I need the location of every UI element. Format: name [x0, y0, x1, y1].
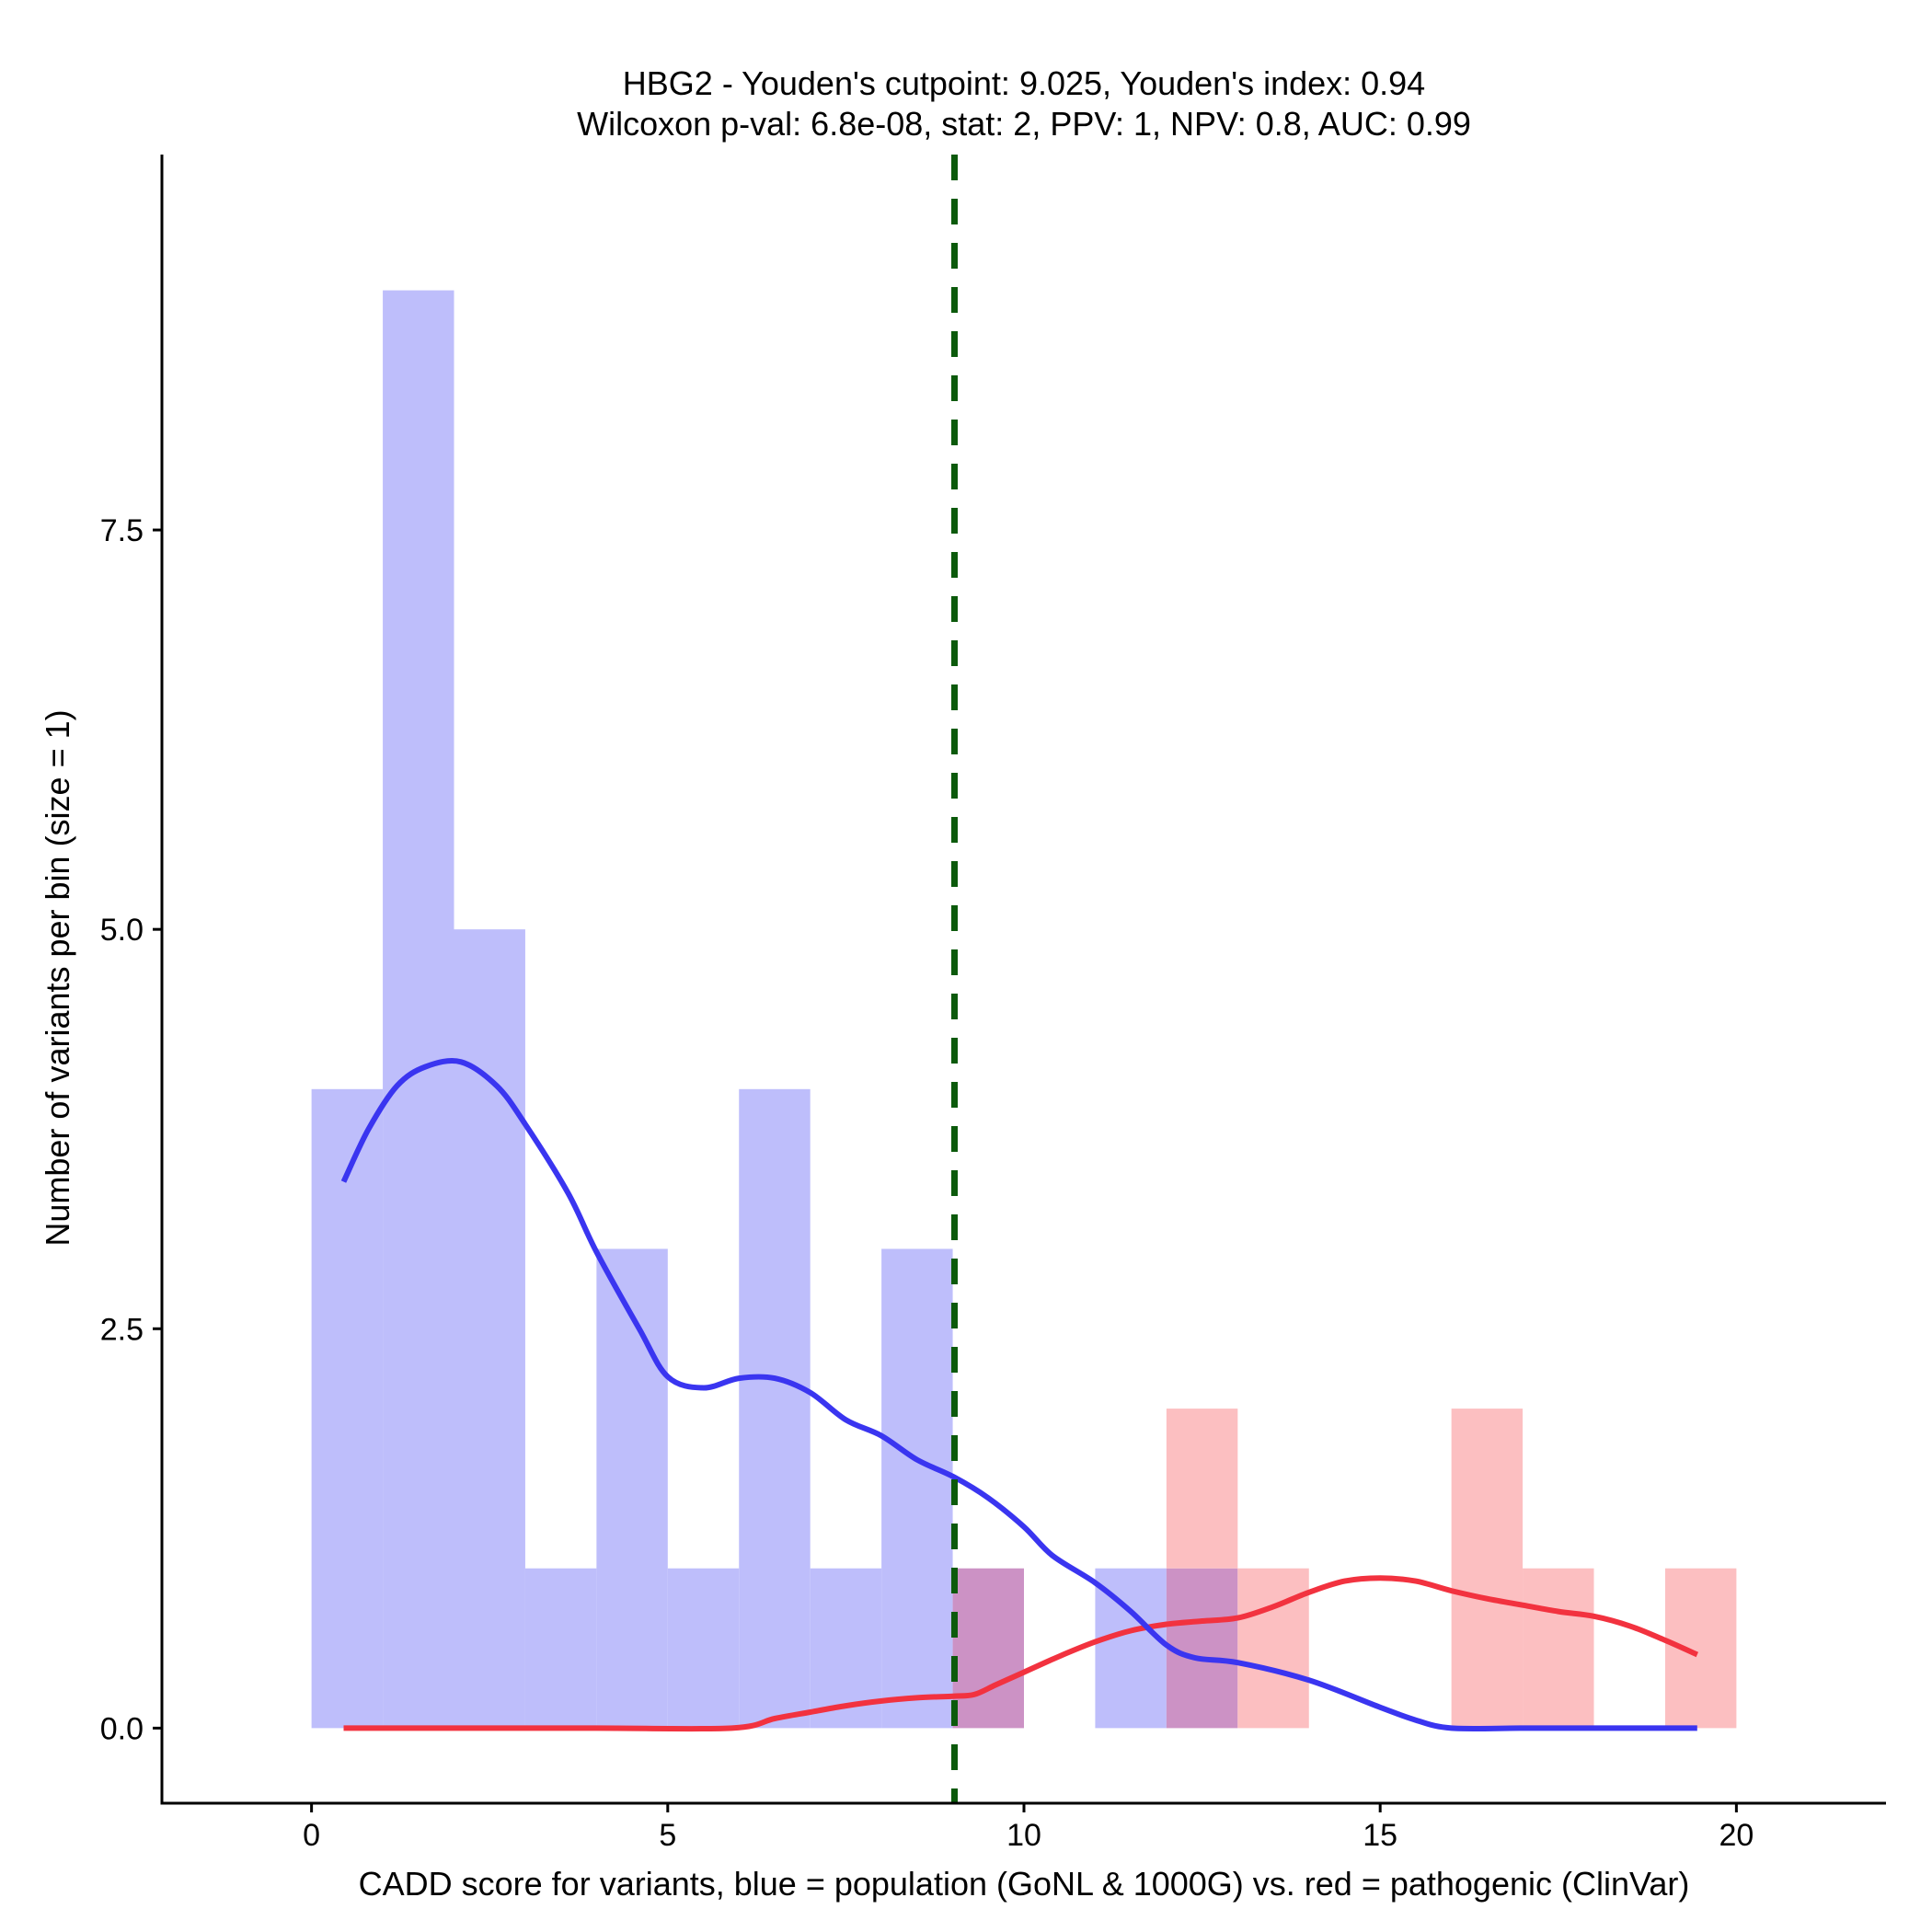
population-bar [739, 1088, 811, 1729]
x-tick-label: 10 [1006, 1818, 1041, 1853]
y-tick-label: 5.0 [100, 913, 144, 948]
pathogenic-bar [1451, 1409, 1524, 1729]
pathogenic-density-line [343, 1575, 1699, 1732]
x-tick-label: 0 [303, 1818, 320, 1853]
population-bar [454, 929, 525, 1729]
pathogenic-bar [1237, 1568, 1309, 1729]
population-density-line [340, 1058, 1697, 1732]
x-axis-label: CADD score for variants, blue = populati… [359, 1865, 1690, 1903]
overlap-bar [952, 1568, 1024, 1729]
population-bar [311, 1088, 384, 1729]
population-bar [667, 1568, 740, 1729]
y-tick-label: 0.0 [100, 1711, 144, 1746]
axes: 0 5 10 15 20 0.0 2.5 5.0 7.5 [100, 155, 1886, 1853]
population-bar [596, 1248, 668, 1729]
pathogenic-bar [1664, 1568, 1737, 1729]
population-bar [881, 1248, 953, 1729]
pathogenic-bar [1166, 1409, 1238, 1569]
y-tick-label: 2.5 [100, 1312, 144, 1347]
pathogenic-bar [1523, 1568, 1594, 1729]
histogram-bars [311, 290, 1737, 1729]
chart-title-line-1: HBG2 - Youden's cutpoint: 9.025, Youden'… [623, 64, 1425, 102]
x-tick-label: 20 [1719, 1818, 1754, 1853]
chart-title-line-2: Wilcoxon p-val: 6.8e-08, stat: 2, PPV: 1… [577, 105, 1471, 143]
x-tick-label: 5 [659, 1818, 676, 1853]
y-axis-label: Number of variants per bin (size = 1) [39, 709, 76, 1246]
x-tick-label: 15 [1363, 1818, 1397, 1853]
overlap-bar [1166, 1568, 1238, 1729]
population-bar [524, 1568, 597, 1729]
population-bar [383, 290, 454, 1729]
density-curves [340, 1058, 1699, 1732]
y-tick-label: 7.5 [100, 513, 144, 548]
